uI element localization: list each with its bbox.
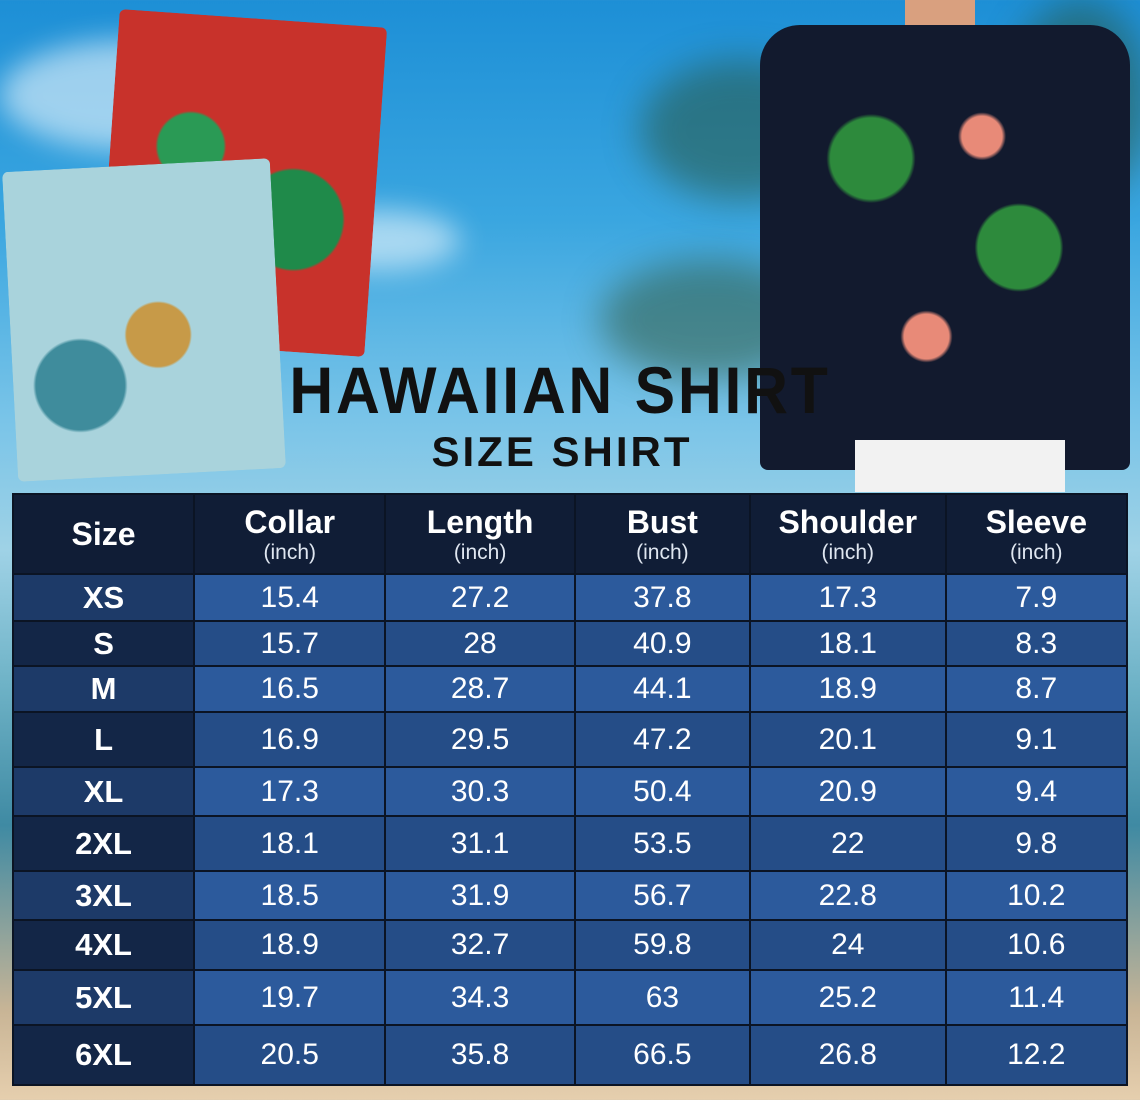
cell-length: 30.3 — [386, 768, 574, 815]
cell-shoulder: 26.8 — [750, 1026, 945, 1084]
cell-sleeve: 10.6 — [946, 921, 1126, 969]
table-row: XS 15.4 27.2 37.8 17.3 7.9 — [14, 575, 1126, 620]
cell-size: XS — [14, 575, 194, 620]
table-row: 3XL 18.5 31.9 56.7 22.8 10.2 — [14, 872, 1126, 919]
cell-collar: 16.5 — [195, 667, 385, 711]
header-shoulder: Shoulder (inch) — [750, 495, 945, 573]
table-row: 6XL 20.5 35.8 66.5 26.8 12.2 — [14, 1026, 1126, 1084]
cell-bust: 37.8 — [575, 575, 749, 620]
cell-size: 3XL — [14, 872, 194, 919]
cell-shoulder: 25.2 — [750, 971, 945, 1024]
cell-sleeve: 8.7 — [946, 667, 1126, 711]
cell-length: 28.7 — [386, 667, 574, 711]
cell-sleeve: 10.2 — [946, 872, 1126, 919]
table-row: 5XL 19.7 34.3 63 25.2 11.4 — [14, 971, 1126, 1024]
cell-collar: 20.5 — [195, 1026, 385, 1084]
page-title: HAWAIIAN SHIRT — [289, 353, 831, 427]
cell-length: 27.2 — [386, 575, 574, 620]
header-sleeve: Sleeve (inch) — [946, 495, 1126, 573]
cell-bust: 66.5 — [575, 1026, 749, 1084]
header-length: Length (inch) — [386, 495, 574, 573]
cell-bust: 53.5 — [575, 817, 749, 870]
cell-shoulder: 20.1 — [750, 713, 945, 766]
cell-sleeve: 12.2 — [946, 1026, 1126, 1084]
cell-sleeve: 9.8 — [946, 817, 1126, 870]
cell-sleeve: 9.1 — [946, 713, 1126, 766]
cell-bust: 63 — [575, 971, 749, 1024]
cell-length: 31.9 — [386, 872, 574, 919]
cell-sleeve: 7.9 — [946, 575, 1126, 620]
cell-collar: 16.9 — [195, 713, 385, 766]
cell-collar: 18.9 — [195, 921, 385, 969]
cell-bust: 40.9 — [575, 622, 749, 665]
cell-collar: 15.7 — [195, 622, 385, 665]
white-pants — [855, 440, 1065, 492]
cell-length: 31.1 — [386, 817, 574, 870]
table-row: 2XL 18.1 31.1 53.5 22 9.8 — [14, 817, 1126, 870]
size-chart-table: Size Collar (inch) Length (inch) Bust (inch… — [12, 493, 1128, 1086]
cell-shoulder: 18.1 — [750, 622, 945, 665]
header-bust: Bust (inch) — [575, 495, 749, 573]
cell-collar: 19.7 — [195, 971, 385, 1024]
cell-bust: 56.7 — [575, 872, 749, 919]
cell-length: 32.7 — [386, 921, 574, 969]
cell-size: L — [14, 713, 194, 766]
cell-shoulder: 17.3 — [750, 575, 945, 620]
cell-size: 5XL — [14, 971, 194, 1024]
cell-size: S — [14, 622, 194, 665]
cell-size: 6XL — [14, 1026, 194, 1084]
cell-bust: 47.2 — [575, 713, 749, 766]
cell-collar: 17.3 — [195, 768, 385, 815]
cell-bust: 59.8 — [575, 921, 749, 969]
man-wearing-flamingo-shirt-image — [760, 25, 1130, 470]
table-row: L 16.9 29.5 47.2 20.1 9.1 — [14, 713, 1126, 766]
table-row: M 16.5 28.7 44.1 18.9 8.7 — [14, 667, 1126, 711]
table-header-row: Size Collar (inch) Length (inch) Bust (inch… — [14, 495, 1126, 573]
cell-sleeve: 11.4 — [946, 971, 1126, 1024]
cell-collar: 18.1 — [195, 817, 385, 870]
table-row: S 15.7 28 40.9 18.1 8.3 — [14, 622, 1126, 665]
cell-length: 35.8 — [386, 1026, 574, 1084]
cell-bust: 44.1 — [575, 667, 749, 711]
cell-size: M — [14, 667, 194, 711]
cell-shoulder: 22.8 — [750, 872, 945, 919]
cell-length: 29.5 — [386, 713, 574, 766]
cell-length: 34.3 — [386, 971, 574, 1024]
header-collar: Collar (inch) — [195, 495, 385, 573]
cell-sleeve: 9.4 — [946, 768, 1126, 815]
table-row: 4XL 18.9 32.7 59.8 24 10.6 — [14, 921, 1126, 969]
cell-size: XL — [14, 768, 194, 815]
cell-shoulder: 24 — [750, 921, 945, 969]
cell-shoulder: 20.9 — [750, 768, 945, 815]
table-row: XL 17.3 30.3 50.4 20.9 9.4 — [14, 768, 1126, 815]
cell-sleeve: 8.3 — [946, 622, 1126, 665]
header-size: Size — [14, 495, 194, 573]
cell-shoulder: 18.9 — [750, 667, 945, 711]
page-subtitle: SIZE SHIRT — [431, 428, 693, 475]
cell-size: 2XL — [14, 817, 194, 870]
cell-bust: 50.4 — [575, 768, 749, 815]
cell-collar: 18.5 — [195, 872, 385, 919]
cell-collar: 15.4 — [195, 575, 385, 620]
cell-size: 4XL — [14, 921, 194, 969]
cell-length: 28 — [386, 622, 574, 665]
cell-shoulder: 22 — [750, 817, 945, 870]
